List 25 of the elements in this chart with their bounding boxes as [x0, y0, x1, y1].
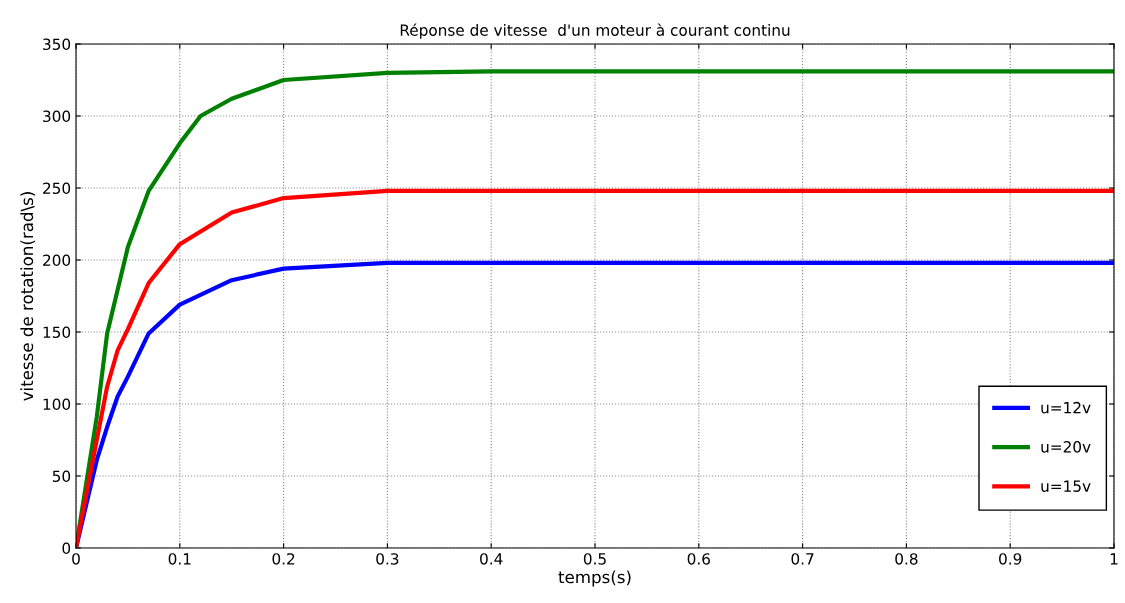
y-tick-label: 200 [43, 254, 71, 267]
x-tick-label: 0.3 [376, 553, 399, 565]
x-tick-label: 0.4 [480, 553, 503, 565]
x-tick-label: 0.5 [583, 553, 606, 565]
legend-label: u=20v [1041, 441, 1091, 453]
y-tick-label: 300 [43, 110, 71, 123]
x-axis-title: temps(s) [558, 570, 631, 587]
y-axis-title: vitesse de rotation(rad\s) [20, 192, 36, 401]
y-tick-label: 350 [43, 38, 71, 51]
x-tick-label: 0.7 [791, 553, 814, 565]
x-tick-label: 0.6 [687, 553, 710, 565]
y-tick-label: 50 [52, 470, 71, 483]
x-tick-label: 0.1 [168, 553, 191, 565]
y-tick-label: 150 [43, 326, 71, 339]
x-tick-label: 0.9 [999, 553, 1022, 565]
x-tick-label: 1 [1110, 553, 1118, 565]
x-tick-label: 0.8 [895, 553, 918, 565]
x-tick-label: 0 [72, 553, 80, 565]
legend-label: u=12v [1041, 401, 1091, 414]
x-tick-label: 0.2 [272, 553, 295, 565]
legend-label: u=15v [1041, 480, 1091, 492]
y-tick-label: 0 [62, 542, 71, 555]
y-tick-label: 100 [43, 398, 71, 411]
chart-title: Réponse de vitesse d'un moteur à courant continu [400, 23, 790, 39]
y-tick-label: 250 [43, 182, 71, 195]
